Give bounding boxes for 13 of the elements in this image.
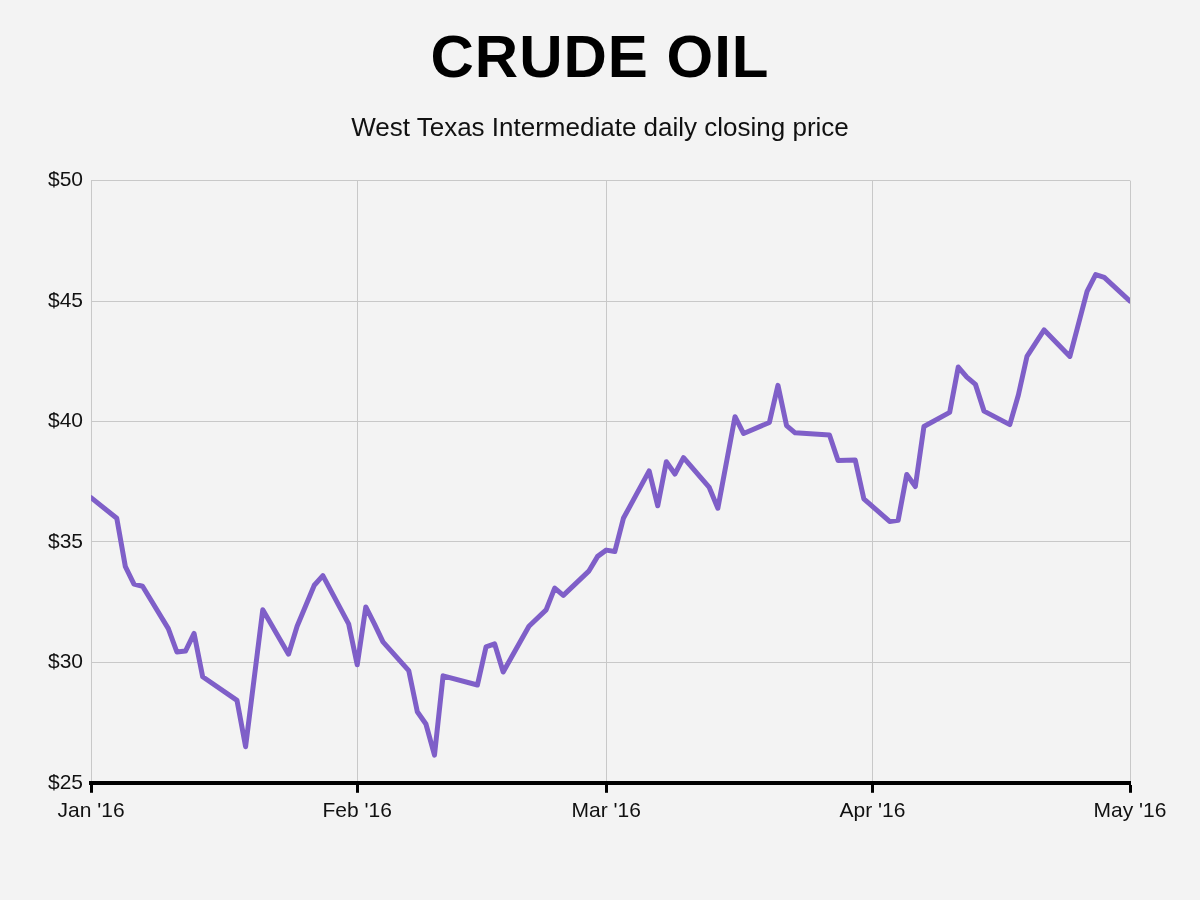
x-tick-label: May '16	[1093, 798, 1167, 822]
x-tick-label: Feb '16	[322, 798, 392, 822]
x-tick-label: Jan '16	[57, 798, 125, 822]
y-tick-label: $50	[47, 167, 84, 191]
chart-subtitle: West Texas Intermediate daily closing price	[350, 112, 850, 144]
x-tick-label: Apr '16	[839, 798, 906, 822]
y-tick-label: $25	[47, 769, 84, 793]
x-tick-label: Mar '16	[571, 798, 641, 822]
y-tick-label: $40	[47, 408, 84, 432]
chart-title: CRUDE OIL	[429, 22, 771, 92]
y-tick-label: $35	[47, 528, 84, 552]
y-tick-label: $30	[47, 649, 84, 673]
y-tick-label: $45	[47, 287, 84, 311]
